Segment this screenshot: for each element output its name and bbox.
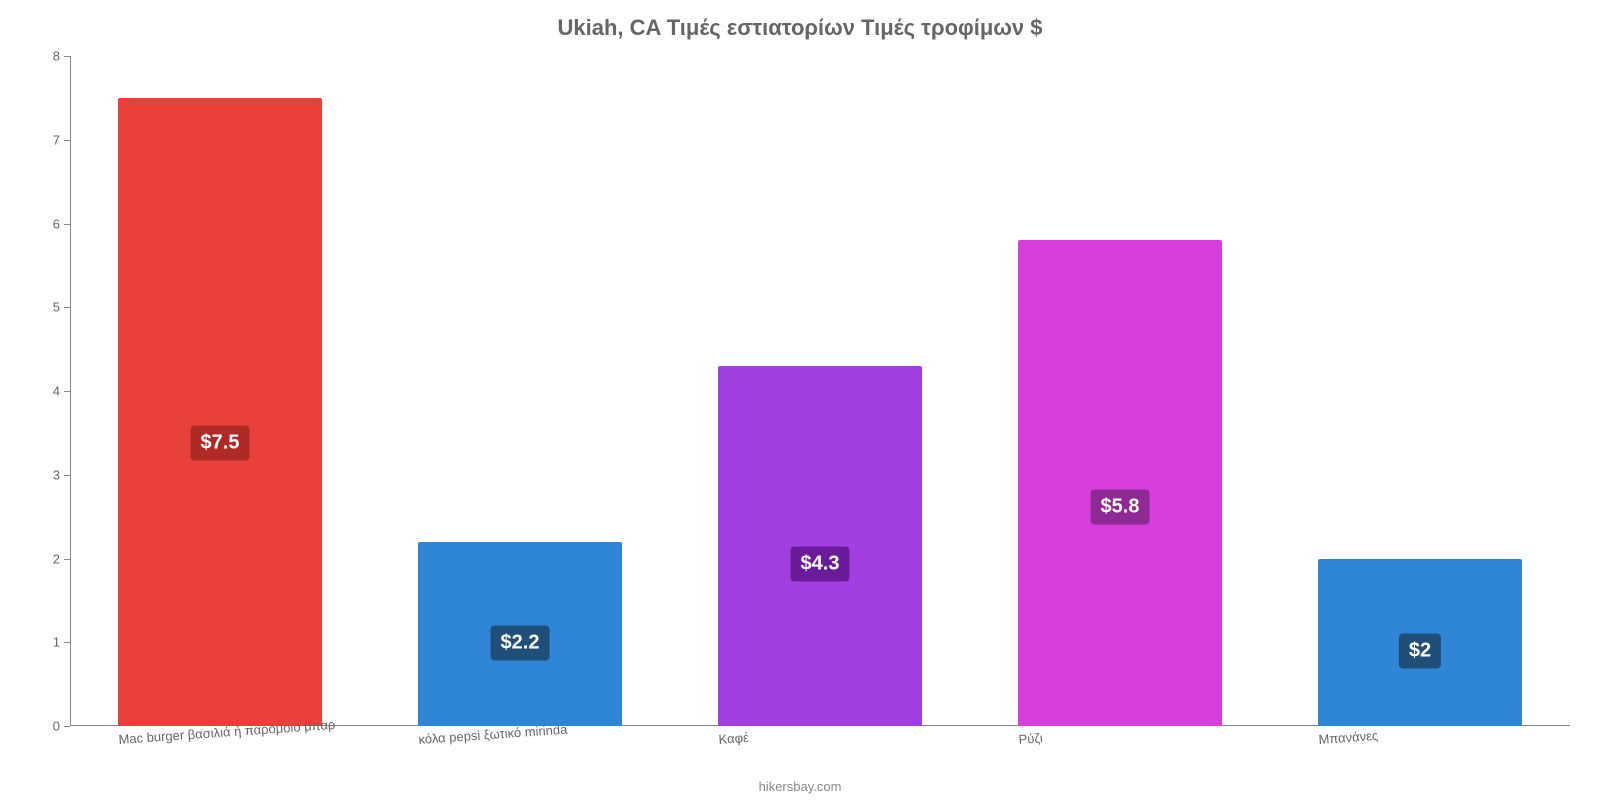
bar: $2	[1318, 559, 1522, 727]
bars-container: $7.5Mac burger βασιλιά ή παρόμοιο μπαρ$2…	[70, 56, 1570, 726]
bar: $2.2	[418, 542, 622, 726]
y-tick-label: 6	[53, 216, 70, 231]
y-tick-label: 7	[53, 132, 70, 147]
x-category-label: Μπανάνες	[1318, 728, 1379, 747]
y-tick-label: 3	[53, 467, 70, 482]
y-tick-label: 8	[53, 49, 70, 64]
price-bar-chart: Ukiah, CA Τιμές εστιατορίων Τιμές τροφίμ…	[0, 0, 1600, 800]
bar: $4.3	[718, 366, 922, 726]
bar: $7.5	[118, 98, 322, 726]
y-tick-label: 4	[53, 384, 70, 399]
bar: $5.8	[1018, 240, 1222, 726]
chart-title: Ukiah, CA Τιμές εστιατορίων Τιμές τροφίμ…	[0, 0, 1600, 46]
y-tick-label: 0	[53, 719, 70, 734]
bar-value-label: $2.2	[491, 626, 550, 661]
attribution-text: hikersbay.com	[0, 779, 1600, 794]
x-category-label: Ρύζι	[1018, 730, 1043, 747]
bar-value-label: $7.5	[191, 426, 250, 461]
plot-area: 012345678 $7.5Mac burger βασιλιά ή παρόμ…	[70, 56, 1570, 726]
y-tick-label: 5	[53, 300, 70, 315]
bar-value-label: $4.3	[791, 546, 850, 581]
bar-value-label: $2	[1399, 633, 1441, 668]
y-tick-label: 1	[53, 635, 70, 650]
y-tick-label: 2	[53, 551, 70, 566]
bar-value-label: $5.8	[1091, 490, 1150, 525]
x-category-label: Καφέ	[718, 730, 749, 747]
